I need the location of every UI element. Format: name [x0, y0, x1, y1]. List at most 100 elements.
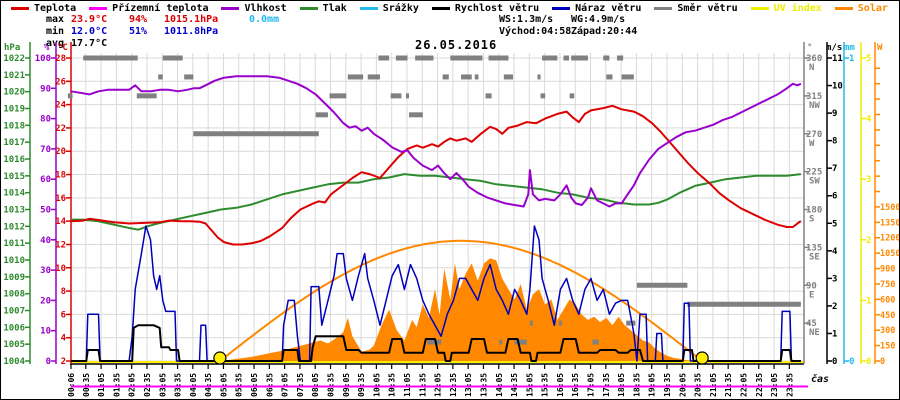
svg-text:1004: 1004 — [3, 357, 25, 367]
svg-text:N: N — [809, 63, 814, 73]
svg-text:45: 45 — [806, 319, 817, 329]
svg-text:100: 100 — [35, 54, 51, 64]
svg-text:80: 80 — [40, 115, 51, 125]
stat-min-pres: 1011.8hPa — [164, 26, 219, 37]
legend-item-1: Přízemní teplota — [89, 3, 208, 14]
svg-text:300: 300 — [880, 326, 895, 336]
svg-text:E: E — [809, 290, 814, 300]
svg-text:5: 5 — [832, 219, 837, 229]
legend-item-6: Náraz větru — [552, 3, 641, 14]
svg-text:0: 0 — [880, 357, 885, 367]
svg-text:7: 7 — [832, 164, 837, 174]
svg-text:17:05: 17:05 — [587, 373, 596, 397]
svg-text:18:35: 18:35 — [632, 373, 641, 397]
legend-item-4: Srážky — [359, 3, 419, 14]
svg-text:22: 22 — [55, 124, 66, 134]
svg-text:11:35: 11:35 — [418, 373, 427, 397]
svg-text:04:35: 04:35 — [204, 373, 213, 397]
svg-text:1007: 1007 — [3, 307, 25, 317]
svg-text:1015: 1015 — [3, 172, 25, 182]
svg-text:09:35: 09:35 — [357, 373, 366, 397]
svg-text:30: 30 — [40, 266, 51, 276]
svg-text:20: 20 — [55, 147, 66, 157]
svg-text:1: 1 — [832, 329, 837, 339]
stat-avg-temp: 17.7°C — [71, 38, 108, 49]
svg-text:10: 10 — [40, 327, 51, 337]
legend-item-label: Směr větru — [677, 3, 738, 14]
svg-text:90: 90 — [40, 84, 51, 94]
legend-item-label: Rychlost větru — [454, 3, 540, 14]
svg-text:16:05: 16:05 — [556, 373, 565, 397]
svg-text:600: 600 — [880, 295, 895, 305]
legend-item-7: Směr větru — [654, 3, 738, 14]
svg-text:26: 26 — [55, 77, 66, 87]
stat-max-hum: 94% — [129, 14, 148, 25]
svg-text:1022: 1022 — [3, 54, 25, 64]
naraz-vetru-line — [71, 225, 801, 362]
legend-item-label: UV index — [773, 3, 822, 14]
svg-text:02:35: 02:35 — [143, 373, 152, 397]
svg-text:01:35: 01:35 — [112, 373, 121, 397]
axis-unit-label: hPa — [4, 43, 20, 53]
svg-text:4: 4 — [61, 334, 67, 344]
legend-swatch-icon — [299, 7, 318, 10]
svg-text:0: 0 — [849, 357, 854, 367]
svg-text:05:05: 05:05 — [219, 373, 228, 397]
svg-text:1200: 1200 — [880, 234, 899, 244]
wind-direction-marks — [67, 55, 801, 345]
svg-text:09:05: 09:05 — [342, 373, 351, 397]
svg-text:1350: 1350 — [880, 218, 899, 228]
stat-sunrise: Východ:04:58 — [499, 26, 572, 37]
svg-text:05:35: 05:35 — [235, 373, 244, 397]
svg-text:1006: 1006 — [3, 323, 25, 333]
svg-text:270: 270 — [806, 130, 822, 140]
sunset-marker-icon — [695, 351, 709, 365]
svg-text:23:05: 23:05 — [770, 373, 779, 397]
svg-text:00:06: 00:06 — [67, 373, 76, 397]
rychlost-vetru-line — [71, 324, 801, 362]
svg-text:19:05: 19:05 — [648, 373, 657, 397]
svg-text:03:35: 03:35 — [174, 373, 183, 397]
svg-text:12: 12 — [55, 240, 66, 250]
vlhkost-line — [70, 75, 802, 208]
legend-item-0: Teplota — [11, 3, 76, 14]
stat-sunset: Západ:20:44 — [571, 26, 638, 37]
svg-text:22:35: 22:35 — [755, 373, 764, 397]
stat-wind-speed-max: WS:1.3m/s — [499, 14, 554, 25]
svg-text:19:35: 19:35 — [663, 373, 672, 397]
legend-swatch-icon — [654, 7, 673, 10]
svg-text:11:05: 11:05 — [403, 373, 412, 397]
svg-text:3: 3 — [866, 175, 871, 185]
axis-unit-label: °C — [57, 43, 68, 53]
stat-wind-gust-max: WG:4.9m/s — [571, 14, 626, 25]
svg-text:0: 0 — [832, 357, 837, 367]
stat-min-label: min — [46, 26, 65, 37]
svg-text:1500: 1500 — [880, 203, 899, 213]
svg-text:24: 24 — [55, 101, 66, 111]
stat-max-pres: 1015.1hPa — [164, 14, 219, 25]
svg-text:22:05: 22:05 — [739, 373, 748, 397]
svg-text:225: 225 — [806, 168, 822, 178]
legend-item-9: Solar — [834, 3, 888, 14]
W-axis: 0 150 300 450 600 750 900 1050 1200 1350 1500 W — [874, 42, 899, 367]
svg-text:15:05: 15:05 — [525, 373, 534, 397]
svg-text:50: 50 — [40, 206, 51, 216]
svg-text:16: 16 — [55, 194, 66, 204]
svg-text:1013: 1013 — [3, 206, 25, 216]
svg-text:13:05: 13:05 — [464, 373, 473, 397]
legend-swatch-icon — [359, 7, 378, 10]
svg-text:07:35: 07:35 — [296, 373, 305, 397]
legend-item-label: Přízemní teplota — [112, 3, 209, 14]
axis-unit-label: mm — [844, 43, 855, 53]
teplota-line — [70, 104, 802, 246]
svg-text:08:05: 08:05 — [311, 373, 320, 397]
svg-text:0: 0 — [46, 357, 51, 367]
time-axis-labels: 00:06 00:35 01:05 01:35 02:05 02:35 03:05 03:35… — [67, 364, 794, 397]
svg-text:1: 1 — [849, 54, 854, 64]
axis-unit-label: W — [877, 43, 883, 53]
svg-text:07:05: 07:05 — [281, 373, 290, 397]
mm-axis: 0 1mm — [843, 42, 855, 367]
